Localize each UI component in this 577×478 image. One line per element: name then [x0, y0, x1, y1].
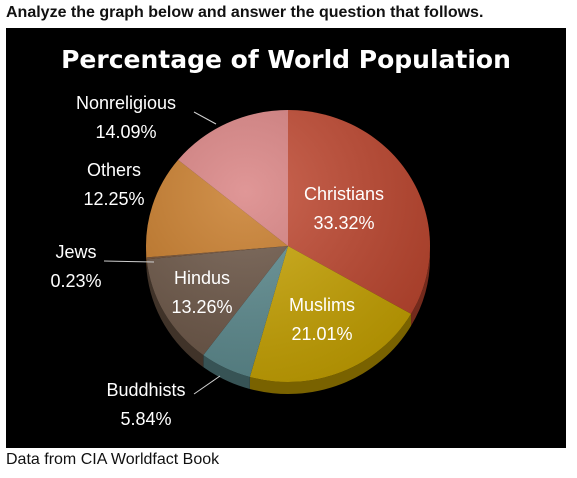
- slices-layer: [146, 109, 431, 394]
- slice-label-muslims: Muslims: [289, 295, 355, 315]
- slice-value-nonreligious: 14.09%: [95, 122, 156, 142]
- leader-line-jews: [103, 260, 155, 263]
- slice-value-jews: 0.23%: [50, 271, 101, 291]
- slice-label-christians: Christians: [304, 184, 384, 204]
- question-text: Analyze the graph below and answer the q…: [6, 4, 484, 21]
- slice-side-muslims: [249, 313, 412, 394]
- slice-label-others: Others: [87, 160, 141, 180]
- slice-value-christians: 33.32%: [313, 213, 374, 233]
- slice-side-buddhists: [203, 355, 250, 389]
- pie-chart: Percentage of World Population Christian…: [50, 45, 511, 429]
- slice-label-jews: Jews: [55, 242, 96, 262]
- leader-line-buddhists: [193, 375, 221, 395]
- slice-value-others: 12.25%: [83, 189, 144, 209]
- slice-label-hindus: Hindus: [174, 268, 230, 288]
- slice-side-christians: [411, 246, 431, 326]
- slice-side-hindus: [146, 259, 204, 368]
- slice-value-buddhists: 5.84%: [120, 409, 171, 429]
- slice-label-buddhists: Buddhists: [106, 380, 185, 400]
- leader-line-nonreligious: [193, 111, 217, 125]
- slice-side-others: [146, 246, 147, 270]
- slice-value-hindus: 13.26%: [171, 297, 232, 317]
- labels-layer: Christians 33.32% Muslims 21.01% Buddhists 5.…: [50, 93, 384, 429]
- slice-label-nonreligious: Nonreligious: [76, 93, 176, 113]
- chart-title: Percentage of World Population: [61, 45, 511, 74]
- slice-value-muslims: 21.01%: [291, 324, 352, 344]
- pie-sheen: [146, 110, 430, 382]
- chart-panel: Percentage of World Population Christian…: [6, 28, 566, 448]
- source-note: Data from CIA Worldfact Book: [6, 451, 220, 468]
